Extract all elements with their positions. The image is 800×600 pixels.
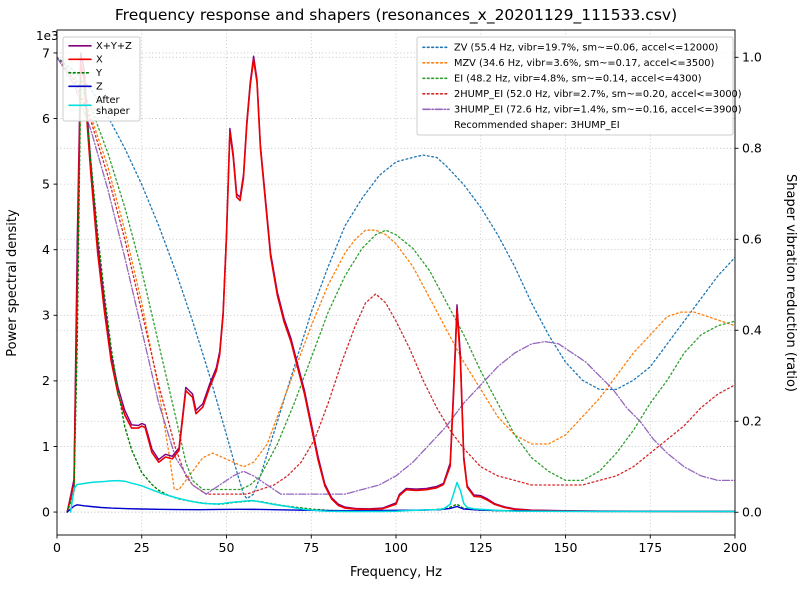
y-axis-offset-text: 1e3 <box>36 29 59 43</box>
legend-label-x: X <box>96 55 103 66</box>
y-tick-label: 4 <box>42 242 50 257</box>
y-tick-label: 0 <box>42 504 50 519</box>
series-line-after <box>69 479 735 513</box>
y-tick-label: 5 <box>42 176 50 191</box>
series-line-ei <box>57 56 735 491</box>
x-axis-label: Frequency, Hz <box>350 565 442 580</box>
y2-tick-label: 1.0 <box>742 50 762 65</box>
x-tick-label: 25 <box>134 540 150 555</box>
legend-label-ei: EI (48.2 Hz, vibr=4.8%, sm~=0.14, accel<… <box>454 74 702 85</box>
y-tick-label: 3 <box>42 308 50 323</box>
legend-label-after: After shaper <box>96 95 131 117</box>
series-line-z <box>66 504 735 513</box>
series-line-mzv <box>57 56 735 491</box>
y-tick-label: 7 <box>42 45 50 60</box>
legend-box-shapers <box>416 36 734 136</box>
series-line-3hump_ei <box>57 56 735 495</box>
legend-label-3hump_ei: 3HUMP_EI (72.6 Hz, vibr=1.4%, sm~=0.16, … <box>454 105 742 116</box>
legend-label-z: Z <box>96 82 103 93</box>
legend-label-mzv: MZV (34.6 Hz, vibr=3.6%, sm~=0.17, accel… <box>454 58 714 69</box>
legend-label-xyz: X+Y+Z <box>96 41 132 52</box>
legend-label-2hump_ei: 2HUMP_EI (52.0 Hz, vibr=2.7%, sm~=0.20, … <box>454 89 742 100</box>
legend-label-recommended: Recommended shaper: 3HUMP_EI <box>454 120 620 131</box>
x-tick-label: 50 <box>219 540 235 555</box>
series-line-x <box>66 58 735 513</box>
x-tick-label: 75 <box>303 540 319 555</box>
legend-label-zv: ZV (55.4 Hz, vibr=19.7%, sm~=0.06, accel… <box>454 43 718 54</box>
x-tick-label: 100 <box>384 540 408 555</box>
y2-tick-label: 0.8 <box>742 141 762 156</box>
y-axis-label-left: Power spectral density <box>5 209 20 357</box>
x-tick-label: 175 <box>638 540 662 555</box>
series-line-y <box>66 78 735 513</box>
y2-tick-label: 0.0 <box>742 505 762 520</box>
y2-tick-label: 0.4 <box>742 323 762 338</box>
chart-layers: 0 25 50 75 100 125 150 175 200 0 1 2 3 4 5 6 7 0.0 0.2 0.4 0… <box>42 29 762 555</box>
y-tick-label: 6 <box>42 111 50 126</box>
y-tick-label: 2 <box>42 373 50 388</box>
y2-tick-label: 0.6 <box>742 232 762 247</box>
y-tick-label: 1 <box>42 439 50 454</box>
series-line-2hump_ei <box>57 56 735 495</box>
legend-label-y: Y <box>95 68 102 79</box>
y2-tick-label: 0.2 <box>742 414 762 429</box>
y-axis-label-right: Shaper vibration reduction (ratio) <box>783 174 798 392</box>
chart-title: Frequency response and shapers (resonanc… <box>115 6 677 25</box>
x-tick-label: 0 <box>53 540 61 555</box>
x-tick-label: 150 <box>554 540 578 555</box>
legend-box-psd <box>62 36 141 122</box>
x-tick-label: 200 <box>723 540 747 555</box>
series-line-zv <box>57 56 735 500</box>
x-tick-label: 125 <box>469 540 493 555</box>
